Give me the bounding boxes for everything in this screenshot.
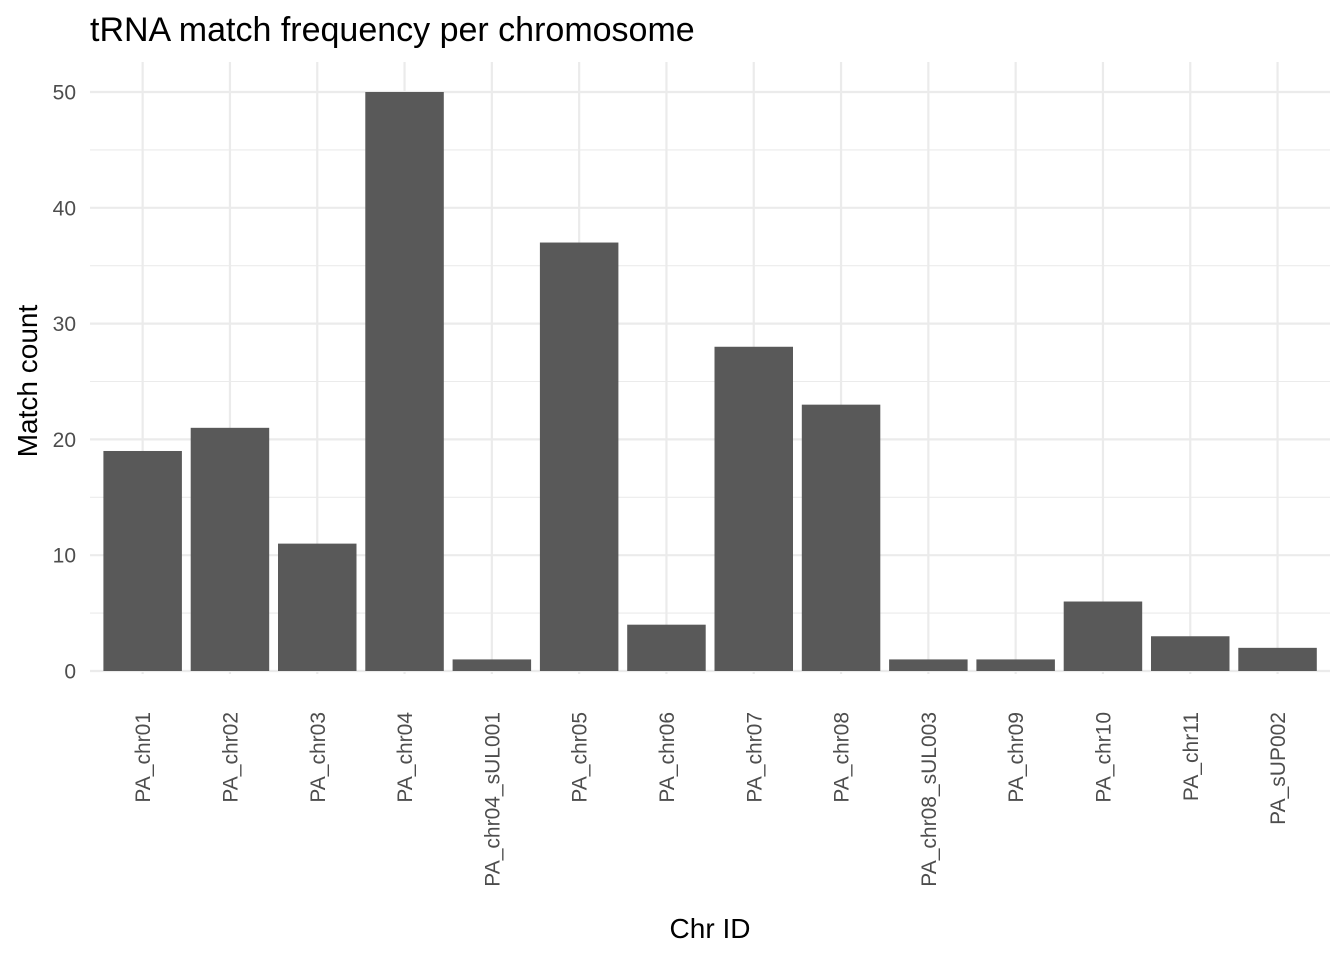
x-axis-ticks: PA_chr01 PA_chr02 PA_chr03 PA_chr04 PA_chr04… (132, 712, 1290, 887)
bar-pa-chr04 (365, 92, 444, 671)
x-tick-label: PA_chr08_sUL003 (918, 712, 941, 887)
bar-pa-sup002 (1238, 647, 1317, 671)
chart-title: tRNA match frequency per chromosome (90, 11, 695, 49)
x-tick-label: PA_chr05 (569, 712, 592, 803)
y-axis-ticks: 0 10 20 30 40 50 (53, 82, 76, 684)
bar-pa-chr04-sul001 (452, 659, 532, 671)
bars-group (103, 92, 1317, 672)
bar-pa-chr02 (190, 427, 270, 671)
bar-pa-chr06 (627, 624, 706, 671)
x-tick-label: PA_chr07 (743, 712, 766, 803)
bar-pa-chr10 (1063, 601, 1143, 671)
y-tick-label: 50 (53, 82, 76, 105)
bar-pa-chr01 (103, 450, 182, 671)
x-tick-label: PA_chr04 (394, 712, 417, 803)
x-tick-label: PA_chr08 (831, 712, 854, 803)
y-tick-label: 40 (53, 197, 76, 220)
bar-pa-chr05 (539, 242, 619, 672)
x-tick-label: PA_chr10 (1092, 712, 1115, 803)
y-tick-label: 20 (53, 429, 76, 452)
x-tick-label: PA_chr04_sUL001 (481, 712, 504, 887)
x-tick-label: PA_chr11 (1180, 712, 1203, 801)
x-tick-label: PA_chr03 (307, 712, 330, 803)
y-tick-label: 10 (53, 545, 76, 568)
x-tick-label: PA_chr01 (132, 712, 155, 803)
x-tick-label: PA_sUP002 (1267, 712, 1290, 825)
x-tick-label: PA_chr09 (1005, 712, 1028, 803)
bar-pa-chr07 (714, 346, 793, 671)
y-tick-label: 30 (53, 313, 76, 336)
bar-pa-chr03 (278, 543, 357, 671)
bar-pa-chr11 (1151, 636, 1230, 671)
y-tick-label: 0 (64, 661, 76, 684)
y-axis-title: Match count (12, 305, 43, 458)
major-gridlines (90, 62, 1330, 674)
bar-pa-chr09 (976, 659, 1055, 671)
bar-pa-chr08-sul003 (889, 659, 968, 671)
bar-pa-chr08 (801, 404, 881, 671)
x-tick-label: PA_chr06 (656, 712, 679, 803)
x-axis-title: Chr ID (670, 913, 751, 944)
x-tick-label: PA_chr02 (219, 712, 242, 803)
minor-gridlines (90, 149, 1330, 614)
